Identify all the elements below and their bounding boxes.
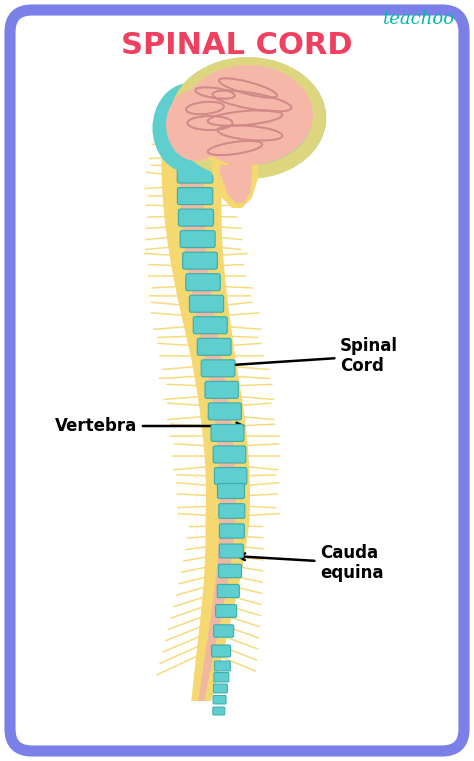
FancyBboxPatch shape: [219, 504, 245, 518]
FancyBboxPatch shape: [216, 605, 237, 617]
FancyBboxPatch shape: [218, 483, 245, 498]
FancyBboxPatch shape: [180, 231, 215, 247]
FancyBboxPatch shape: [217, 584, 239, 597]
FancyBboxPatch shape: [178, 209, 214, 226]
FancyBboxPatch shape: [214, 661, 230, 671]
FancyBboxPatch shape: [197, 339, 231, 355]
Text: teachoo: teachoo: [382, 10, 454, 28]
Polygon shape: [220, 165, 252, 203]
FancyBboxPatch shape: [213, 707, 225, 715]
FancyBboxPatch shape: [186, 274, 220, 291]
Ellipse shape: [153, 83, 228, 173]
FancyBboxPatch shape: [214, 467, 247, 485]
Ellipse shape: [171, 58, 326, 178]
FancyBboxPatch shape: [10, 10, 464, 751]
FancyBboxPatch shape: [177, 166, 213, 183]
FancyBboxPatch shape: [213, 684, 228, 693]
FancyBboxPatch shape: [219, 564, 242, 578]
Ellipse shape: [168, 91, 224, 159]
FancyBboxPatch shape: [213, 446, 246, 463]
Text: Vertebra: Vertebra: [55, 417, 243, 435]
Polygon shape: [212, 163, 258, 208]
FancyBboxPatch shape: [211, 645, 230, 657]
Text: Spinal
Cord: Spinal Cord: [222, 336, 398, 375]
FancyBboxPatch shape: [219, 524, 245, 538]
FancyBboxPatch shape: [214, 625, 234, 637]
FancyBboxPatch shape: [178, 145, 214, 161]
Polygon shape: [162, 141, 250, 701]
FancyBboxPatch shape: [213, 696, 226, 704]
Text: SPINAL CORD: SPINAL CORD: [121, 31, 353, 61]
FancyBboxPatch shape: [219, 544, 243, 558]
Polygon shape: [180, 141, 236, 701]
FancyBboxPatch shape: [177, 187, 213, 205]
Polygon shape: [186, 141, 244, 165]
FancyBboxPatch shape: [211, 425, 244, 441]
Polygon shape: [174, 141, 252, 165]
Ellipse shape: [166, 89, 226, 161]
Text: Cauda
equina: Cauda equina: [238, 543, 383, 582]
Ellipse shape: [184, 66, 312, 164]
FancyBboxPatch shape: [201, 360, 235, 377]
FancyBboxPatch shape: [193, 317, 227, 334]
Ellipse shape: [183, 65, 313, 165]
FancyBboxPatch shape: [182, 252, 218, 269]
FancyBboxPatch shape: [189, 295, 224, 312]
FancyBboxPatch shape: [208, 403, 241, 420]
FancyBboxPatch shape: [214, 673, 229, 682]
FancyBboxPatch shape: [205, 381, 238, 398]
